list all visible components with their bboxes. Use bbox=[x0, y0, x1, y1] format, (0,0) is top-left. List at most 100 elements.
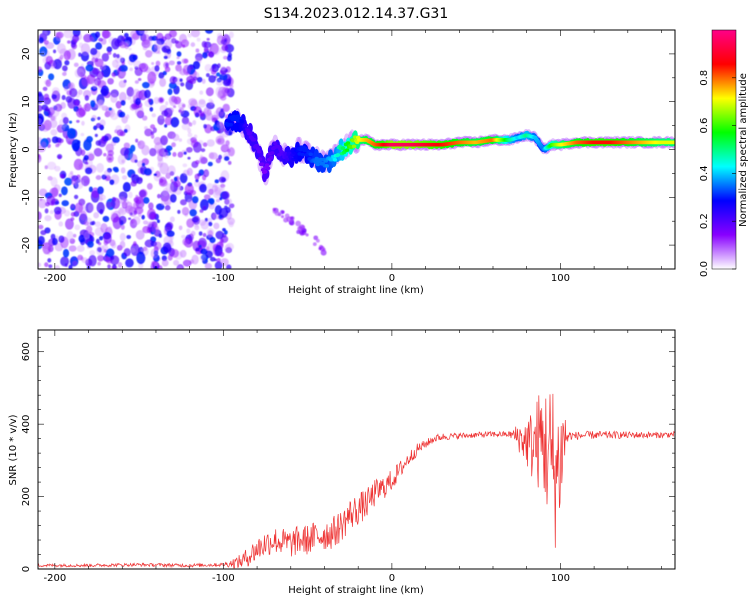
spectrogram-speckle bbox=[211, 64, 217, 70]
spectrogram-speckle bbox=[150, 248, 159, 259]
spectrogram-speckle bbox=[45, 55, 53, 65]
spectrogram-speckle bbox=[198, 99, 207, 108]
spectrogram-speckle bbox=[173, 105, 177, 109]
spectrogram-speckle bbox=[177, 209, 181, 214]
spectrogram-speckle bbox=[215, 157, 222, 164]
spectrogram-speckle bbox=[220, 95, 227, 101]
spectrogram-speckle bbox=[167, 113, 171, 118]
x-tick-label: -200 bbox=[44, 273, 67, 284]
spectrogram-speckle bbox=[227, 160, 232, 165]
snr-x-ticks: -200 -100 0 100 bbox=[44, 330, 662, 584]
spectrogram-speckle bbox=[161, 200, 165, 206]
spectrogram-speckle bbox=[112, 53, 117, 58]
colorbar-tick-label: 0.2 bbox=[699, 213, 710, 229]
spectrogram-ridge-core bbox=[335, 153, 341, 157]
spectrogram-speckle bbox=[153, 241, 162, 251]
spectrogram-speckle bbox=[97, 261, 101, 266]
spectrogram-speckle bbox=[220, 186, 225, 192]
spectrogram-speckle bbox=[45, 79, 52, 87]
spectrogram-speckle bbox=[190, 30, 201, 38]
spectrogram-ridge-core bbox=[264, 163, 270, 167]
spectrogram-speckle bbox=[316, 238, 320, 243]
spectrogram-speckle bbox=[167, 165, 176, 177]
spectrogram-speckle bbox=[130, 144, 136, 152]
x-tick-label: 100 bbox=[551, 573, 570, 584]
x-tick-label: -200 bbox=[44, 573, 67, 584]
spectrogram-speckle bbox=[173, 259, 180, 266]
spectrogram-speckle bbox=[100, 88, 108, 95]
spectrogram-speckle bbox=[113, 168, 119, 173]
spectrogram-speckle bbox=[74, 68, 84, 78]
spectrogram-speckle bbox=[153, 96, 160, 105]
spectrogram-speckle bbox=[171, 142, 176, 148]
spectrogram-speckle bbox=[89, 250, 96, 256]
spectrogram-speckle bbox=[135, 138, 139, 143]
spectrogram-speckle bbox=[63, 30, 73, 39]
spectrogram-ridge-core bbox=[332, 157, 338, 162]
spectrogram-speckle bbox=[118, 111, 126, 118]
spectrogram-speckle bbox=[39, 197, 43, 201]
spectrogram-speckle bbox=[147, 98, 152, 103]
spectrogram-speckle bbox=[111, 242, 117, 249]
spectrogram-speckle bbox=[208, 51, 214, 58]
spectrogram-speckle bbox=[73, 158, 84, 171]
spectrogram-speckle bbox=[305, 233, 309, 237]
spectrogram-speckle bbox=[220, 65, 227, 72]
spectrogram-speckle bbox=[61, 186, 68, 196]
spectrogram-speckle bbox=[95, 31, 101, 38]
spectrogram-speckle bbox=[95, 122, 102, 129]
spectrogram-ridge-core bbox=[254, 143, 260, 148]
spectrogram-speckle bbox=[216, 121, 224, 129]
spectrogram-speckle bbox=[58, 235, 65, 243]
spectrogram-speckle bbox=[215, 79, 224, 86]
spectrogram-speckle bbox=[42, 86, 48, 91]
spectrogram-speckle bbox=[165, 101, 169, 106]
spectrogram-speckle bbox=[186, 228, 191, 234]
spectrogram-speckle bbox=[170, 178, 174, 183]
spectrogram-speckle bbox=[84, 95, 90, 101]
spectrogram-speckle bbox=[139, 62, 148, 70]
spectrogram-speckle bbox=[142, 196, 150, 204]
spectrogram-ridge-core bbox=[351, 144, 357, 149]
spectrogram-ridge-core bbox=[239, 119, 245, 124]
spectrogram-speckle bbox=[181, 234, 186, 239]
spectrogram-speckle bbox=[98, 99, 105, 108]
spectrogram-speckle bbox=[175, 40, 183, 49]
spectrogram-speckle bbox=[48, 264, 53, 269]
spectrogram-speckle bbox=[74, 99, 80, 106]
spectrogram-speckle bbox=[137, 110, 145, 117]
colorbar-tick-label: 0.0 bbox=[699, 261, 710, 277]
spectrogram-speckle bbox=[123, 248, 131, 257]
spectrogram-speckle bbox=[97, 254, 104, 262]
spectrogram-speckle bbox=[155, 60, 161, 67]
spectrogram-speckle bbox=[118, 64, 128, 73]
spectrogram-speckle bbox=[199, 90, 204, 95]
spectrogram-speckle bbox=[38, 224, 44, 230]
spectrogram-speckle bbox=[91, 81, 98, 89]
spectrogram-speckle bbox=[93, 147, 103, 157]
spectrogram-speckle bbox=[117, 261, 123, 268]
spectrogram-speckle bbox=[67, 83, 74, 89]
spectrogram-y-ticks: 20 10 0 -10 -20 bbox=[21, 29, 675, 270]
spectrogram-speckle bbox=[219, 251, 225, 258]
spectrogram-speckle bbox=[57, 155, 62, 160]
spectrogram-speckle bbox=[214, 186, 222, 196]
spectrogram-speckle bbox=[38, 93, 45, 104]
spectrogram-speckle bbox=[49, 119, 58, 129]
spectrogram-speckle bbox=[205, 30, 214, 34]
spectrogram-speckle bbox=[164, 66, 171, 73]
spectrogram-speckle bbox=[187, 132, 193, 138]
y-tick-label: -20 bbox=[21, 237, 32, 253]
spectrogram-speckle bbox=[117, 154, 126, 165]
spectrogram-ridge-core bbox=[262, 169, 268, 174]
spectrogram-speckle bbox=[128, 191, 133, 199]
spectrogram-speckle bbox=[186, 146, 193, 153]
spectrogram-speckle bbox=[215, 198, 220, 203]
spectrogram-ridge-core bbox=[259, 162, 265, 166]
y-tick-label: 0 bbox=[21, 566, 32, 572]
spectrogram-ridge-core bbox=[251, 137, 257, 142]
spectrogram-speckle bbox=[103, 240, 109, 246]
snr-series-line bbox=[38, 393, 675, 569]
spectrogram-speckle bbox=[186, 167, 193, 176]
spectrogram-speckle bbox=[166, 107, 174, 114]
